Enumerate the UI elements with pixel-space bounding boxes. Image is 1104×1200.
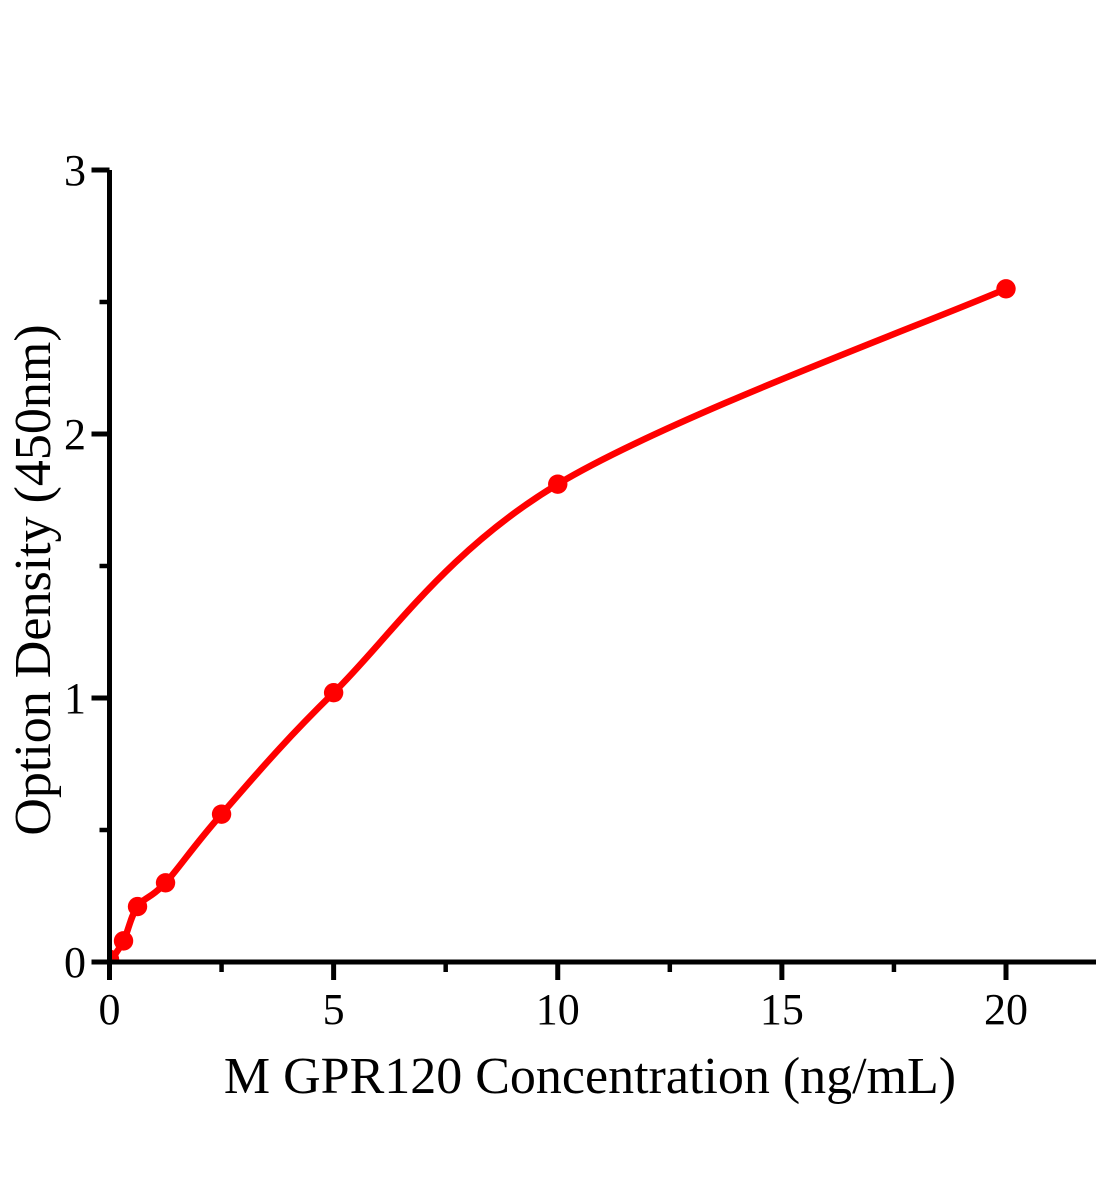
data-point [323, 683, 344, 703]
data-point [127, 896, 148, 917]
y-tick-label: 0 [64, 938, 86, 987]
x-tick-label: 20 [984, 985, 1028, 1034]
x-tick-label: 10 [536, 985, 580, 1034]
x-axis-title: M GPR120 Concentration (ng/mL) [224, 1048, 956, 1105]
series-group [112, 279, 1016, 960]
data-point [996, 279, 1016, 299]
x-tick-label: 15 [760, 985, 804, 1034]
data-point [548, 474, 568, 494]
y-axis-title: Option Density (450nm) [5, 324, 62, 835]
data-point [113, 931, 134, 951]
data-points-group [112, 279, 1016, 960]
x-tick-label: 5 [323, 985, 345, 1034]
y-tick-label: 2 [64, 410, 86, 459]
y-axis: 0 1 2 3 [64, 146, 112, 987]
origin-data-point [112, 949, 120, 960]
data-point [155, 873, 176, 893]
x-axis: 0 5 10 15 20 [99, 959, 1096, 1034]
data-point [211, 804, 232, 824]
y-tick-label: 3 [64, 146, 86, 195]
y-tick-label: 1 [64, 674, 86, 723]
fit-curve-line [112, 285, 1010, 960]
x-tick-label: 0 [99, 985, 121, 1034]
